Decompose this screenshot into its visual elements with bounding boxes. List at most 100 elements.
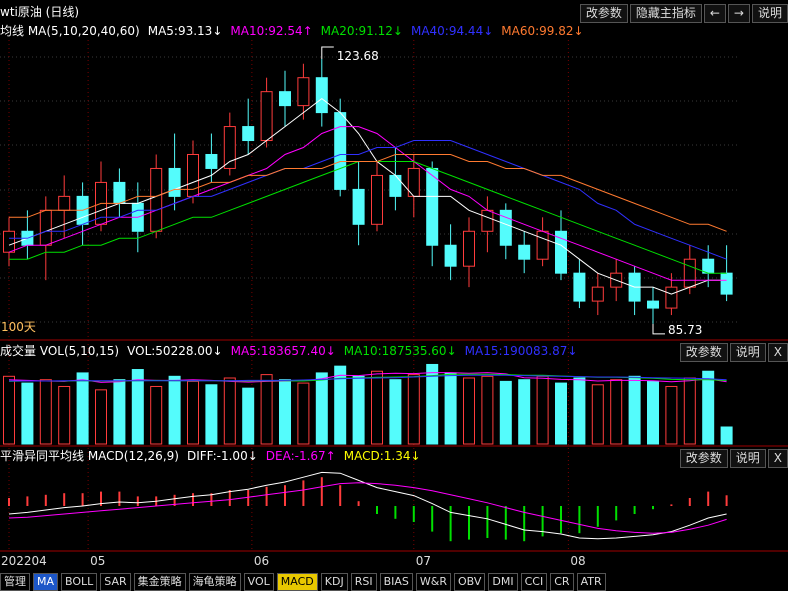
volume-bar	[260, 374, 273, 445]
candle-body	[113, 181, 126, 204]
legend-entry: MA10:92.54↑	[230, 24, 313, 38]
button[interactable]: 说明	[729, 449, 766, 468]
button[interactable]: X	[767, 343, 788, 362]
tab[interactable]: KDJ	[320, 573, 348, 591]
volume-bar	[389, 379, 402, 445]
candle-body	[463, 230, 475, 267]
volume-bar	[444, 372, 457, 445]
legend-entry: DIFF:-1.00↓	[186, 449, 258, 463]
tab[interactable]: SAR	[100, 573, 131, 591]
candle-body	[205, 153, 218, 169]
tab[interactable]: W&R	[415, 573, 451, 591]
legend-entry: MA40:94.44↓	[410, 24, 494, 38]
tab[interactable]: VOL	[243, 573, 274, 591]
volume-bar	[297, 382, 310, 445]
volume-bar	[3, 375, 15, 445]
candle-body	[39, 209, 52, 246]
tab[interactable]: MACD	[276, 573, 318, 591]
button[interactable]: X	[767, 449, 788, 468]
candle-body	[426, 167, 439, 246]
candle-body	[555, 230, 567, 274]
volume-bar	[334, 365, 347, 445]
ma-line	[9, 154, 727, 232]
candle-body	[647, 300, 659, 309]
candle-body	[279, 91, 291, 107]
candle-body	[352, 188, 365, 225]
tab[interactable]: 集金策略	[133, 573, 186, 591]
period-label: 100天	[1, 320, 36, 334]
volume-bar	[131, 369, 144, 445]
vol-legend: 成交量 VOL(5,10,15) VOL:50228.00↓ MA5:183657.…	[0, 342, 577, 360]
tab[interactable]: MA	[33, 573, 59, 591]
legend-entry: MACD:1.34↓	[343, 449, 421, 463]
candle-body	[187, 153, 199, 197]
volume-bar	[407, 374, 420, 445]
volume-bar	[187, 380, 199, 445]
volume-bar	[76, 372, 89, 445]
tab[interactable]: OBV	[454, 573, 486, 591]
candle-body	[573, 272, 586, 302]
volume-bar	[518, 379, 531, 445]
volume-bar	[573, 377, 586, 445]
tab[interactable]: BIAS	[379, 573, 413, 591]
button[interactable]: 改参数	[679, 449, 728, 468]
main-legend: 均线 MA(5,10,20,40,60) MA5:93.13↓ MA10:92.54…	[0, 22, 584, 40]
candle-body	[536, 230, 549, 260]
volume-bar	[702, 370, 715, 445]
tab[interactable]: CCI	[520, 573, 548, 591]
volume-bar	[113, 379, 126, 445]
button[interactable]: 改参数	[579, 4, 628, 23]
button[interactable]: 隐藏主指标	[629, 4, 702, 23]
tab[interactable]: DMI	[488, 573, 518, 591]
button[interactable]: ←	[703, 4, 726, 23]
button[interactable]: 改参数	[679, 343, 728, 362]
x-tick-label: 08	[570, 554, 585, 568]
ma-line	[9, 374, 727, 382]
volume-bar	[481, 375, 494, 445]
volume-bar	[628, 375, 641, 445]
legend-entry: VOL:50228.00↓	[127, 344, 223, 358]
tab[interactable]: 管理	[0, 573, 30, 591]
annotation-line	[652, 323, 665, 335]
volume-bar	[352, 375, 365, 445]
candle-body	[665, 286, 678, 309]
volume-bar	[168, 375, 181, 445]
tab[interactable]: ATR	[576, 573, 606, 591]
candle-body	[260, 91, 273, 142]
top-bar: wti原油 (日线)	[0, 3, 79, 21]
volume-bar	[39, 379, 52, 445]
volume-bar	[463, 377, 475, 445]
tab[interactable]: 海龟策略	[188, 573, 241, 591]
volume-bar	[315, 372, 328, 445]
volume-bar	[279, 379, 291, 445]
tab[interactable]: BOLL	[61, 573, 98, 591]
legend-entry: MA20:91.12↓	[320, 24, 403, 38]
x-tick-label: 202204	[1, 554, 47, 568]
title: wti原油 (日线)	[0, 5, 80, 19]
volume-bar	[58, 385, 71, 445]
button[interactable]: →	[727, 4, 750, 23]
volume-bar	[647, 380, 659, 445]
ma-line	[8, 471, 727, 540]
candle-body	[444, 244, 457, 267]
x-tick-label: 07	[416, 554, 431, 568]
candle-body	[297, 77, 310, 107]
volume-bar	[683, 377, 696, 445]
volume-bar	[591, 384, 604, 445]
candle-body	[481, 209, 494, 232]
ma-line	[9, 140, 727, 260]
toolbar: 管理 MA BOLL SAR 集金策略 海龟策略 VOL MACD KDJ RSI BIAS W&R O…	[0, 573, 606, 591]
tab[interactable]: CR	[550, 573, 574, 591]
macd-buttons: 改参数 说明 X	[679, 449, 788, 468]
top-buttons: 改参数 隐藏主指标 ← → 说明	[579, 4, 788, 23]
candle-body	[702, 258, 715, 274]
tab[interactable]: RSI	[350, 573, 377, 591]
legend-title: 成交量 VOL(5,10,15)	[0, 344, 120, 358]
volume-bar	[720, 426, 733, 445]
button[interactable]: 说明	[729, 343, 766, 362]
volume-bar	[242, 387, 255, 445]
volume-bar	[555, 382, 567, 445]
button[interactable]: 说明	[751, 4, 788, 23]
vol-buttons: 改参数 说明 X	[679, 343, 788, 362]
volume-bar	[205, 384, 218, 445]
